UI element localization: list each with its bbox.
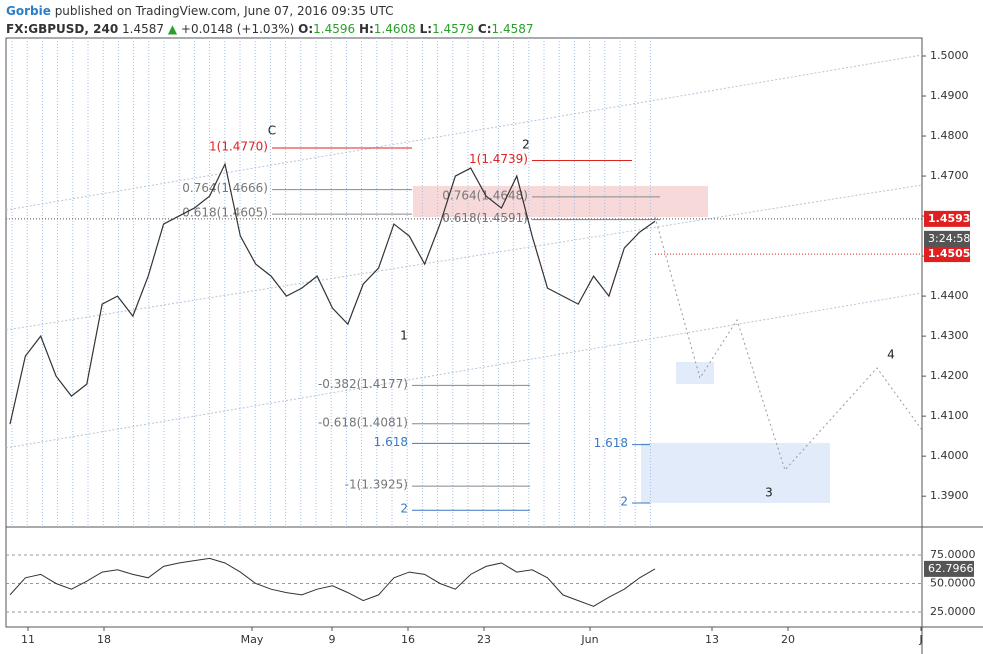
rsi-tick-label: 75.0000 [930,548,976,561]
wave-label: C [268,124,276,138]
open-label: O: [298,22,313,36]
x-tick-label: J [918,633,922,646]
symbol: FX:GBPUSD, 240 [6,22,118,36]
y-tick-label: 1.3900 [930,489,969,502]
y-tick-label: 1.5000 [930,49,969,62]
fib-label: 2 [620,494,628,508]
high-label: H: [359,22,374,36]
countdown: 3:24:58 [928,232,970,245]
fib-label: 0.618(1.4591) [442,211,528,225]
x-tick-label: 18 [97,633,111,646]
y-tick-label: 1.4700 [930,169,969,182]
wave-label: 3 [765,486,773,500]
rsi-tick-label: 50.0000 [930,576,976,589]
x-tick-label: 20 [781,633,795,646]
channel-line [5,292,923,449]
price-tag-box [924,246,970,263]
price-tag: 1.4505 [928,247,970,260]
close: 1.4587 [492,22,534,36]
x-tick-label: 11 [21,633,35,646]
price-line [9,162,656,425]
x-tick-label: 23 [477,633,491,646]
fib-label: 1.618 [374,435,408,449]
header-line-1: Gorbie published on TradingView.com, Jun… [6,4,394,18]
change: +0.0148 (+1.03%) [181,22,294,36]
rsi-line [9,557,656,607]
y-tick-label: 1.4300 [930,329,969,342]
open: 1.4596 [313,22,355,36]
channel-line [5,54,923,211]
fib-label: 1.618 [594,436,628,450]
x-tick-label: 9 [329,633,336,646]
fib-label: 1(1.4770) [209,140,268,154]
x-tick-label: Jun [580,633,598,646]
arrow: ▲ [168,22,178,36]
wave-label: 4 [887,348,895,362]
x-tick-label: 13 [705,633,719,646]
high: 1.4608 [374,22,416,36]
drawings [5,54,923,449]
fib-label: 0.618(1.4605) [182,206,268,220]
y-tick-label: 1.4900 [930,89,969,102]
wave-label: 2 [522,138,530,152]
x-tick-label: 16 [401,633,415,646]
fib-label: 0.764(1.4666) [182,181,268,195]
x-tick-label: May [241,633,264,646]
y-tick-label: 1.4200 [930,369,969,382]
wave-label: 1 [400,329,408,343]
rsi-tick-label: 25.0000 [930,605,976,618]
author[interactable]: Gorbie [6,4,51,18]
target-zone [641,443,830,503]
price-tag-box [924,210,970,227]
close-label: C: [478,22,492,36]
price-tag: 1.4593 [928,212,970,225]
header-line-2: FX:GBPUSD, 240 1.4587 ▲ +0.0148 (+1.03%)… [6,22,534,36]
rsi-last-box [924,560,974,577]
resistance-zone [413,186,708,217]
fib-label: -1(1.3925) [345,478,408,492]
y-tick-label: 1.4000 [930,449,969,462]
rsi-last: 62.7966 [928,562,974,575]
target-zone [676,362,714,384]
published: published on TradingView.com, June 07, 2… [55,4,394,18]
low: 1.4579 [432,22,474,36]
fib-label: 1(1.4739) [469,152,528,166]
y-tick-label: 1.4800 [930,129,969,142]
y-tick-label: 1.4400 [930,289,969,302]
last: 1.4587 [122,22,164,36]
countdown-box [924,230,970,247]
fib-label: -0.382(1.4177) [318,377,408,391]
low-label: L: [420,22,432,36]
fib-label: -0.618(1.4081) [318,415,408,429]
channel-line [5,184,923,331]
y-tick-label: 1.4100 [930,409,969,422]
fib-label: 2 [400,502,408,516]
